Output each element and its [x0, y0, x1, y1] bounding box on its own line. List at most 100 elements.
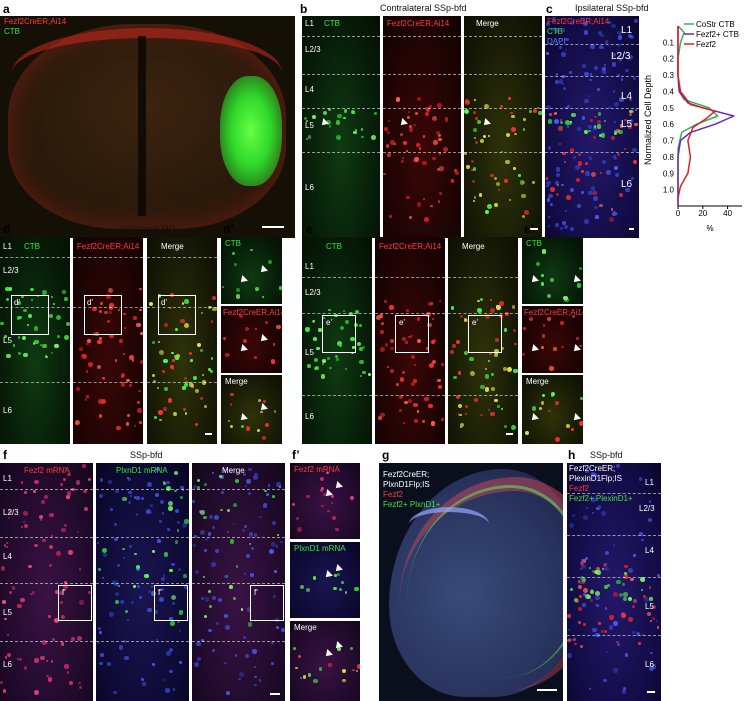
cell-dot	[204, 404, 208, 408]
inset-box-label: d'	[161, 298, 167, 307]
cell-dot	[272, 594, 277, 598]
cell-dot	[345, 368, 348, 371]
cell-dot	[555, 192, 559, 196]
cell-dot	[613, 102, 619, 107]
layer-label: L2/3	[3, 266, 19, 275]
cell-dot	[261, 295, 265, 299]
cell-dot	[320, 374, 326, 379]
layer-boundary	[302, 36, 380, 37]
cell-dot	[108, 480, 112, 484]
cell-dot	[352, 346, 355, 349]
cell-dot	[603, 564, 606, 567]
cell-dot	[171, 562, 175, 567]
cell-dot	[338, 587, 342, 591]
cell-dot	[264, 489, 267, 492]
cell-dot	[174, 328, 178, 331]
panel-d-prime-ctb: CTB	[221, 237, 282, 304]
cell-dot	[253, 533, 258, 537]
cell-dot	[173, 412, 177, 416]
cell-dot	[465, 99, 471, 105]
cell-dot	[297, 654, 302, 658]
cell-dot	[321, 358, 327, 364]
cell-dot	[33, 342, 36, 345]
cell-dot	[634, 19, 638, 23]
inset-box	[468, 315, 502, 353]
cell-dot	[204, 483, 207, 487]
cell-dot	[166, 480, 170, 485]
cell-dot	[554, 437, 560, 442]
cell-dot	[379, 330, 384, 334]
layer-boundary	[464, 74, 542, 75]
cell-dot	[173, 688, 176, 691]
cell-dot	[408, 336, 411, 339]
layer-boundary	[545, 108, 639, 109]
inset-box	[58, 585, 92, 621]
cell-dot	[595, 595, 600, 601]
cell-dot	[455, 394, 460, 399]
cell-dot	[189, 352, 193, 356]
layer-boundary	[383, 108, 461, 109]
cell-dot	[359, 347, 363, 351]
cell-dot	[395, 97, 401, 102]
cell-dot	[614, 131, 618, 135]
series-line-costr-ctb	[677, 25, 719, 206]
cell-dot	[464, 151, 467, 155]
ctb-dots	[302, 237, 372, 444]
cell-dot	[83, 507, 88, 512]
cell-dot	[523, 117, 527, 121]
cell-dot	[295, 666, 298, 670]
cell-dot	[393, 142, 396, 146]
cell-dot	[33, 543, 38, 548]
cell-dot	[253, 474, 259, 480]
cell-dot	[266, 493, 270, 497]
cell-dot	[42, 290, 48, 296]
cell-dot	[541, 274, 545, 277]
cell-dot	[140, 360, 143, 364]
series-line-fezf2	[677, 26, 716, 198]
cell-dot	[425, 112, 430, 116]
cell-dot	[228, 584, 233, 589]
cell-dot	[361, 136, 364, 139]
cell-dot	[632, 76, 637, 81]
layer-label: L5	[621, 119, 633, 130]
panel-f-merge-image: Merge f'	[192, 463, 285, 701]
cell-dot	[413, 379, 417, 383]
cell-dot	[50, 352, 53, 355]
cell-dot	[254, 287, 259, 291]
cell-dot	[305, 137, 309, 141]
cell-dot	[587, 125, 593, 130]
cell-dot	[236, 288, 240, 292]
cell-dot	[7, 517, 10, 520]
cell-dot	[64, 664, 69, 669]
ctb-dots	[522, 237, 583, 304]
inset-box	[84, 295, 122, 335]
cell-dot	[330, 501, 334, 504]
inset-box	[395, 315, 429, 353]
cell-dot	[501, 150, 504, 153]
cell-dot	[318, 666, 323, 671]
cell-dot	[158, 519, 162, 523]
cell-dot	[305, 327, 310, 332]
cell-dot	[618, 129, 623, 135]
cell-dot	[579, 594, 583, 598]
scale-bar	[205, 433, 212, 435]
cell-dot	[386, 153, 391, 157]
panel-d-col1-label: CTB	[24, 242, 40, 251]
cell-dot	[603, 63, 607, 67]
cell-dot	[559, 120, 564, 125]
cell-dot	[156, 387, 159, 390]
cell-dot	[313, 678, 318, 683]
cell-dot	[573, 597, 579, 603]
y-axis-label: Normalized Cell Depth	[643, 75, 653, 165]
cell-dot	[224, 625, 230, 630]
cell-dot	[169, 669, 173, 674]
inset-box-label: e'	[326, 318, 332, 327]
panel-d-col2-label: Fezf2CreER;Ai14	[77, 242, 140, 251]
cell-dot	[104, 310, 108, 315]
inset-box-label: d'	[87, 298, 93, 307]
cell-dot	[471, 168, 474, 172]
cell-dot	[613, 620, 619, 626]
cell-dot	[163, 552, 168, 557]
cell-dot	[149, 302, 153, 307]
cell-dot	[313, 576, 317, 580]
